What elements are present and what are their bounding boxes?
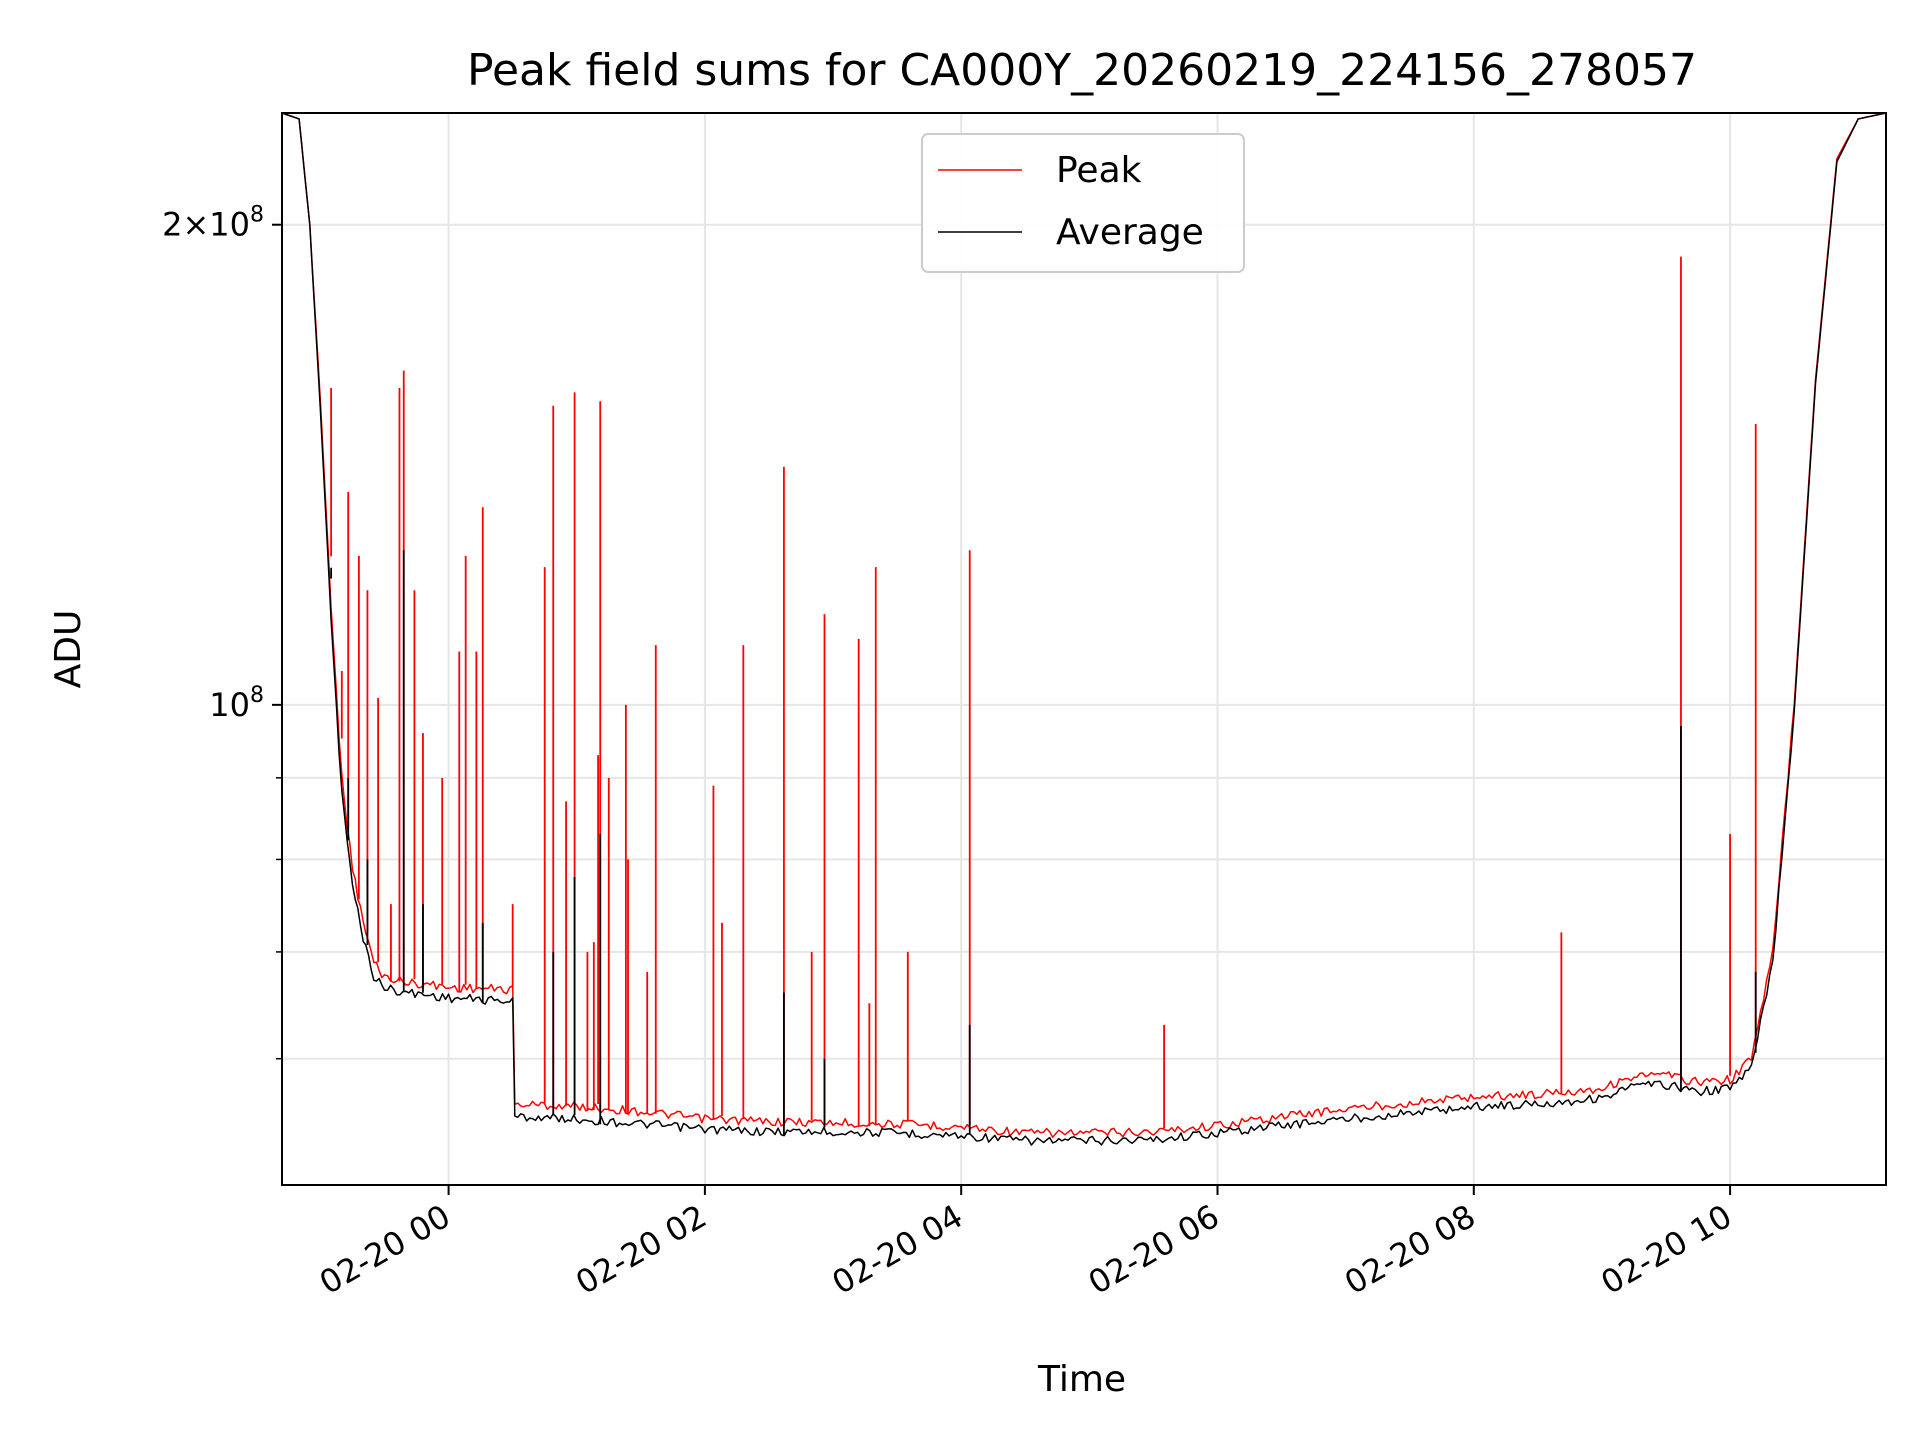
grid [282, 113, 1886, 1185]
legend-label-average: Average [1056, 212, 1204, 253]
series-line-average [281, 112, 1887, 1146]
y-tick-label: 2×108 [162, 203, 264, 244]
y-tick-label: 108 [209, 683, 264, 724]
legend-box [921, 133, 1245, 273]
series-layer [281, 112, 1887, 1146]
legend: Peak Average [921, 133, 1245, 273]
y-axis: 108 2×108 [162, 203, 282, 1060]
legend-label-peak: Peak [1056, 150, 1142, 191]
plot-frame [281, 112, 1887, 1186]
x-axis-label: Time [1037, 1359, 1126, 1400]
series-line-peak [281, 112, 1887, 1139]
y-axis-label: ADU [48, 610, 89, 689]
chart-title: Peak field sums for CA000Y_20260219_2241… [467, 45, 1697, 96]
